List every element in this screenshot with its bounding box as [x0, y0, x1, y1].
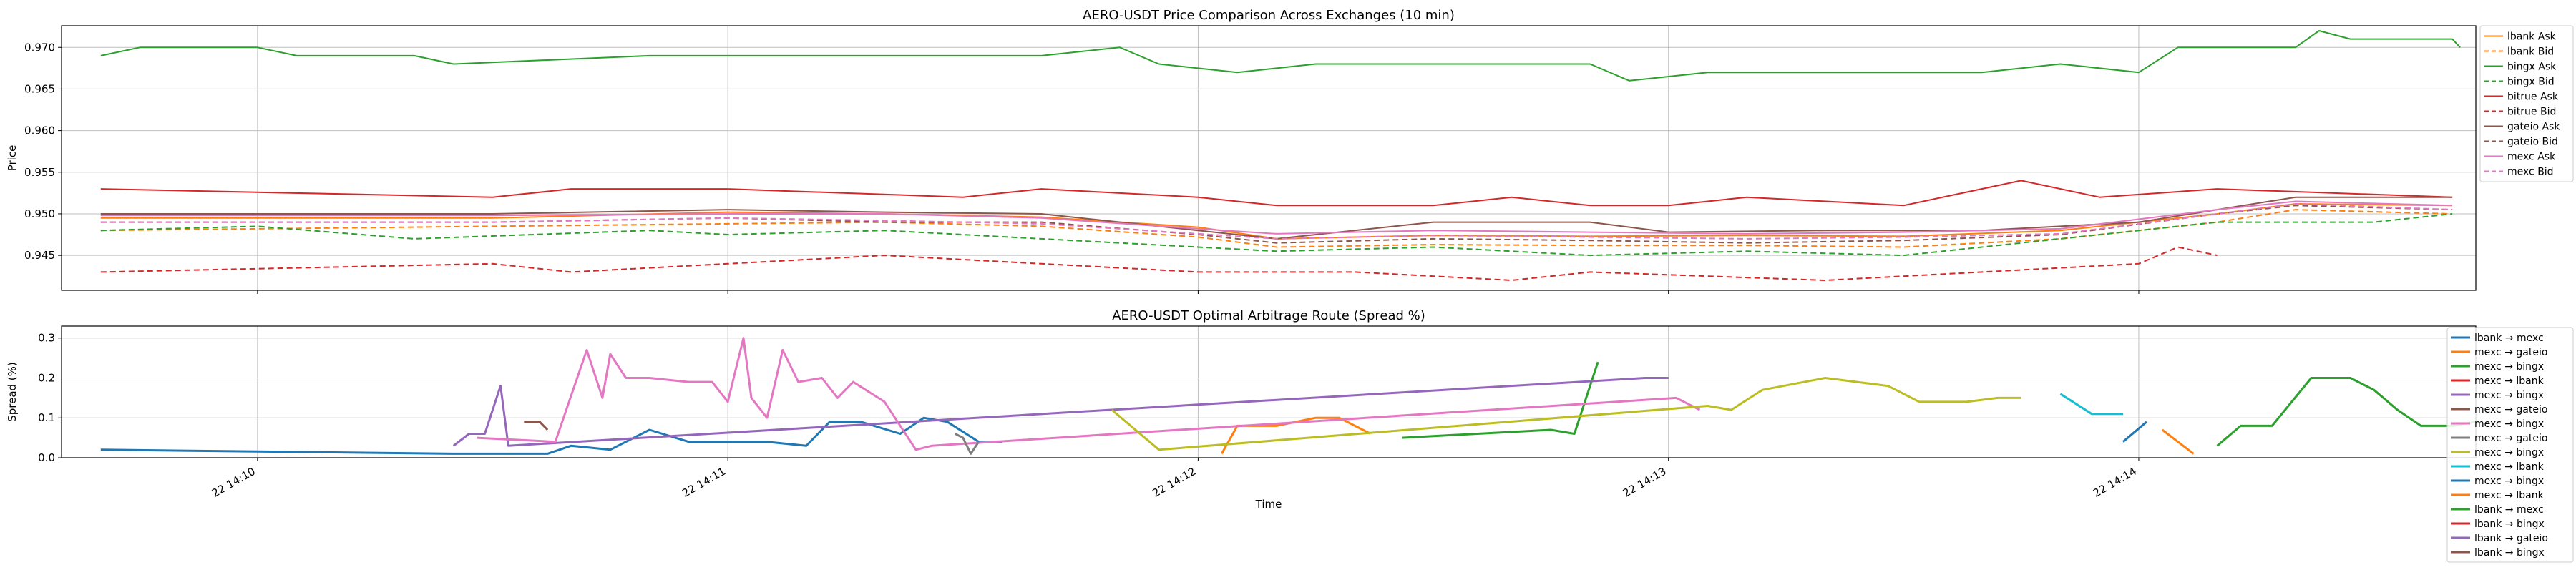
legend-entry: mexc → bingx	[2474, 418, 2544, 430]
legend-entry: lbank Bid	[2507, 46, 2554, 58]
legend-entry: mexc → bingx	[2474, 476, 2544, 487]
legend-entry: mexc → lbank	[2474, 490, 2545, 501]
legend: lbank → mexc mexc → gateio mexc → bingx mex…	[2446, 327, 2574, 563]
legend-entry: mexc → gateio	[2474, 347, 2547, 358]
y-tick-label: 0.970	[24, 41, 55, 54]
y-tick-label: 0.0	[38, 451, 55, 464]
series-line-bingx-bid	[100, 213, 2453, 257]
chart-title: AERO-USDT Optimal Arbitrage Route (Sprea…	[1112, 308, 1425, 323]
legend-entry: mexc → lbank	[2474, 461, 2545, 473]
legend-entry: bingx Bid	[2507, 77, 2555, 88]
series-group	[100, 337, 2477, 455]
chart-panel-1: 0.945 0.950 0.955 0.960 0.965 0.970 AERO-USDT …	[6, 8, 2574, 294]
series-line-bitrue-bid	[100, 246, 2218, 281]
series-group	[100, 30, 2461, 281]
legend-entry: gateio Bid	[2507, 137, 2558, 148]
series-line-mexc-to-bingx	[2122, 421, 2147, 443]
y-tick-label: 0.945	[24, 249, 55, 262]
legend-entry: lbank Ask	[2507, 31, 2557, 43]
axes-frame	[61, 25, 2477, 291]
legend-entry: lbank → bingx	[2474, 519, 2545, 530]
series-line-mexc-to-gateio	[955, 433, 980, 455]
legend-box	[2446, 327, 2574, 563]
series-line-mexc-to-gateio	[524, 421, 549, 431]
legend-entry: mexc → lbank	[2474, 375, 2545, 387]
y-tick-label: 0.3	[38, 332, 55, 345]
series-line-bitrue-ask	[100, 180, 2453, 207]
series-line-mexc-to-bingx	[1402, 361, 1599, 439]
legend-entry: lbank → bingx	[2474, 547, 2545, 559]
series-line-mexc-to-lbank	[2059, 393, 2123, 416]
y-axis-label: Price	[6, 145, 19, 172]
series-line-bingx-ask	[100, 30, 2461, 82]
series-line-mexc-bid	[100, 203, 2453, 240]
y-tick-label: 0.965	[24, 82, 55, 95]
series-line-mexc-ask	[100, 200, 2453, 235]
legend-entry: mexc Bid	[2507, 167, 2554, 178]
y-tick-label: 0.950	[24, 207, 55, 220]
legend-entry: bitrue Bid	[2507, 107, 2556, 118]
series-line-mexc-to-lbank	[2161, 428, 2195, 455]
legend-entry: lbank → gateio	[2474, 533, 2548, 544]
legend-entry: gateio Ask	[2507, 122, 2560, 133]
y-tick-label: 0.955	[24, 166, 55, 179]
legend-entry: mexc → bingx	[2474, 361, 2544, 373]
legend-entry: mexc Ask	[2507, 152, 2556, 163]
series-line-mexc-to-bingx	[1111, 377, 2021, 451]
y-axis-label: Spread (%)	[6, 362, 19, 422]
series-line-mexc-to-bingx	[477, 337, 1701, 451]
legend-entry: mexc → gateio	[2474, 433, 2547, 444]
legend-entry: bingx Ask	[2507, 62, 2557, 73]
x-axis-label: Time	[1255, 498, 1282, 511]
series-line-lbank-to-mexc	[2216, 377, 2477, 447]
legend: lbank Ask lbank Bid bingx Ask bingx Bid bitr…	[2479, 25, 2574, 182]
legend-entry: mexc → gateio	[2474, 404, 2547, 416]
y-tick-label: 0.960	[24, 124, 55, 137]
legend-entry: mexc → bingx	[2474, 447, 2544, 458]
y-tick-label: 0.2	[38, 371, 55, 384]
legend-entry: mexc → bingx	[2474, 390, 2544, 401]
legend-entry: bitrue Ask	[2507, 92, 2559, 103]
legend-box	[2479, 25, 2574, 182]
legend-entry: lbank → mexc	[2474, 333, 2544, 344]
legend-entry: lbank → mexc	[2474, 504, 2544, 516]
y-tick-label: 0.1	[38, 411, 55, 424]
series-line-mexc-to-bingx	[452, 377, 1669, 447]
chart-title: AERO-USDT Price Comparison Across Exchan…	[1083, 8, 1455, 23]
